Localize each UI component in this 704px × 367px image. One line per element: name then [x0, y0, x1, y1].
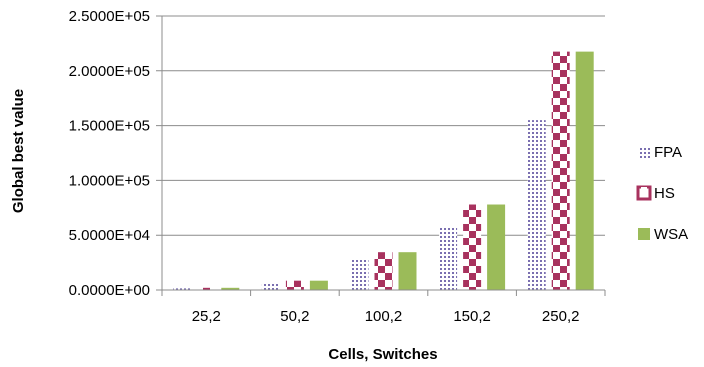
- legend-swatch-gap: [641, 187, 647, 194]
- x-tick-label: 25,2: [192, 308, 221, 325]
- y-axis-title: Global best value: [10, 89, 27, 213]
- bar-wsa-50-2: [309, 280, 328, 290]
- legend-label-fpa: FPA: [654, 144, 682, 161]
- y-tick-label: 1.5000E+05: [69, 118, 150, 135]
- legend-swatch-fpa: [638, 146, 650, 158]
- bar-hs-100-2: [374, 252, 393, 290]
- bar-wsa-25-2: [221, 287, 240, 290]
- bar-fpa-150-2: [439, 227, 458, 290]
- y-tick-label: 2.5000E+05: [69, 8, 150, 25]
- y-tick-label: 1.0000E+05: [69, 172, 150, 189]
- x-tick-label: 100,2: [365, 308, 403, 325]
- gridlines: [156, 15, 605, 291]
- legend-label-hs: HS: [654, 185, 675, 202]
- x-tick-label: 50,2: [280, 308, 309, 325]
- y-axis-ticks: 0.0000E+00 5.0000E+04 1.0000E+05 1.5000E+05…: [69, 8, 150, 299]
- bar-fpa-250-2: [527, 120, 546, 291]
- x-tick-label: 150,2: [453, 308, 491, 325]
- y-tick-label: 2.0000E+05: [69, 63, 150, 80]
- bar-hs-250-2: [551, 51, 570, 291]
- bar-fpa-25-2: [173, 288, 192, 290]
- bar-fpa-100-2: [350, 259, 369, 290]
- x-axis-ticks: 25,2 50,2 100,2 150,2 250,2: [161, 289, 606, 325]
- bar-wsa-250-2: [575, 51, 594, 291]
- bar-hs-50-2: [285, 280, 304, 290]
- x-tick-label: 250,2: [542, 308, 580, 325]
- bar-hs-150-2: [463, 204, 482, 290]
- bar-wsa-100-2: [398, 252, 417, 290]
- legend-label-wsa: WSA: [654, 226, 688, 243]
- bars: [173, 51, 594, 291]
- bar-fpa-50-2: [261, 282, 280, 290]
- legend: FPA HS WSA: [636, 144, 688, 243]
- bar-hs-25-2: [197, 287, 216, 290]
- legend-swatch-wsa: [638, 228, 650, 240]
- y-tick-label: 0.0000E+00: [69, 282, 150, 299]
- bar-wsa-150-2: [487, 204, 506, 290]
- y-tick-label: 5.0000E+04: [69, 227, 150, 244]
- x-axis-title: Cells, Switches: [328, 346, 437, 363]
